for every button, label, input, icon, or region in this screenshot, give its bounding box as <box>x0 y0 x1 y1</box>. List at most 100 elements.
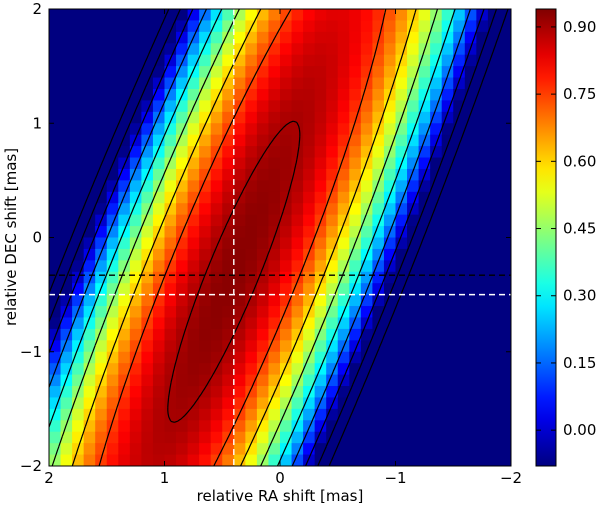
heatmap-cell <box>407 351 420 364</box>
heatmap-cell <box>233 111 246 124</box>
heatmap-cell <box>349 111 362 124</box>
heatmap-cell <box>383 66 397 79</box>
heatmap-cell <box>383 420 397 433</box>
heatmap-cell <box>280 100 293 113</box>
heatmap-cell <box>164 306 177 319</box>
heatmap-cell <box>303 237 316 250</box>
heatmap-cell <box>441 328 454 341</box>
heatmap-cell <box>222 443 235 456</box>
heatmap-cell <box>464 157 477 170</box>
heatmap-cell <box>418 191 431 204</box>
heatmap-cell <box>360 454 373 466</box>
heatmap-cell <box>441 248 454 261</box>
heatmap-cell <box>303 77 316 90</box>
heatmap-cell <box>118 386 131 399</box>
heatmap-cell <box>314 54 327 67</box>
heatmap-cell <box>256 294 270 307</box>
heatmap-cell <box>280 317 293 330</box>
heatmap-cell <box>72 88 85 102</box>
heatmap-cell <box>303 9 316 22</box>
heatmap-cell <box>453 340 466 353</box>
heatmap-cell <box>95 260 108 273</box>
heatmap-cell <box>222 363 235 376</box>
heatmap-cell <box>152 271 166 284</box>
heatmap-cell <box>222 88 235 102</box>
heatmap-cell <box>291 31 304 44</box>
heatmap-cell <box>407 294 420 307</box>
heatmap-cell <box>49 203 62 216</box>
heatmap-cell <box>407 408 420 421</box>
heatmap-cell <box>372 66 385 79</box>
heatmap-cell <box>118 397 131 410</box>
heatmap-cell <box>210 386 223 399</box>
heatmap-cell <box>441 43 454 56</box>
heatmap-cell <box>210 100 223 113</box>
heatmap-cell <box>314 111 327 124</box>
heatmap-cell <box>129 317 142 330</box>
heatmap-cell <box>349 9 362 22</box>
heatmap-cell <box>326 351 339 364</box>
heatmap-cell <box>487 180 501 193</box>
heatmap-cell <box>187 168 200 181</box>
heatmap-cell <box>106 454 119 466</box>
heatmap-cell <box>418 260 431 273</box>
heatmap-cell <box>407 43 420 56</box>
heatmap-cell <box>464 283 477 296</box>
heatmap-cell <box>210 31 223 44</box>
heatmap-cell <box>383 363 397 376</box>
heatmap-cell <box>291 43 304 56</box>
heatmap-cell <box>256 191 270 204</box>
heatmap-cell <box>430 226 443 239</box>
heatmap-cell <box>487 77 501 90</box>
heatmap-cell <box>407 374 420 387</box>
heatmap-cell <box>222 374 235 387</box>
heatmap-cell <box>118 283 131 296</box>
heatmap-cell <box>314 100 327 113</box>
heatmap-cell <box>210 283 223 296</box>
heatmap-cell <box>233 408 246 421</box>
heatmap-cell <box>291 294 304 307</box>
heatmap-cell <box>476 431 489 444</box>
heatmap-cell <box>268 203 281 216</box>
heatmap-cell <box>233 157 246 170</box>
heatmap-cell <box>152 328 166 341</box>
heatmap-cell <box>395 454 408 466</box>
x-tick-label: 2 <box>44 469 54 487</box>
heatmap-cell <box>129 168 142 181</box>
heatmap-cell <box>441 431 454 444</box>
heatmap-cell <box>487 20 501 33</box>
heatmap-cell <box>187 283 200 296</box>
heatmap-cell <box>314 168 327 181</box>
heatmap-cells <box>49 9 511 466</box>
heatmap-cell <box>268 134 281 147</box>
heatmap-cell <box>245 317 258 330</box>
heatmap-cell <box>245 306 258 319</box>
heatmap-cell <box>83 260 96 273</box>
heatmap-cell <box>349 31 362 44</box>
heatmap-cell <box>60 88 73 102</box>
heatmap-cell <box>199 386 212 399</box>
heatmap-cell <box>326 386 339 399</box>
heatmap-cell <box>303 43 316 56</box>
heatmap-cell <box>303 31 316 44</box>
heatmap-cell <box>245 54 258 67</box>
heatmap-cell <box>453 306 466 319</box>
heatmap-cell <box>499 43 511 56</box>
heatmap-cell <box>60 431 73 444</box>
heatmap-cell <box>222 328 235 341</box>
heatmap-cell <box>72 454 85 466</box>
heatmap-cell <box>222 66 235 79</box>
heatmap-cell <box>233 317 246 330</box>
heatmap-cell <box>314 283 327 296</box>
heatmap-cell <box>95 134 108 147</box>
heatmap-cell <box>233 294 246 307</box>
heatmap-cell <box>418 77 431 90</box>
heatmap-cell <box>418 454 431 466</box>
heatmap-cell <box>418 408 431 421</box>
heatmap-cell <box>176 134 189 147</box>
heatmap-cell <box>256 374 270 387</box>
heatmap-cell <box>280 443 293 456</box>
heatmap-cell <box>280 77 293 90</box>
heatmap-cell <box>222 351 235 364</box>
heatmap-cell <box>349 260 362 273</box>
